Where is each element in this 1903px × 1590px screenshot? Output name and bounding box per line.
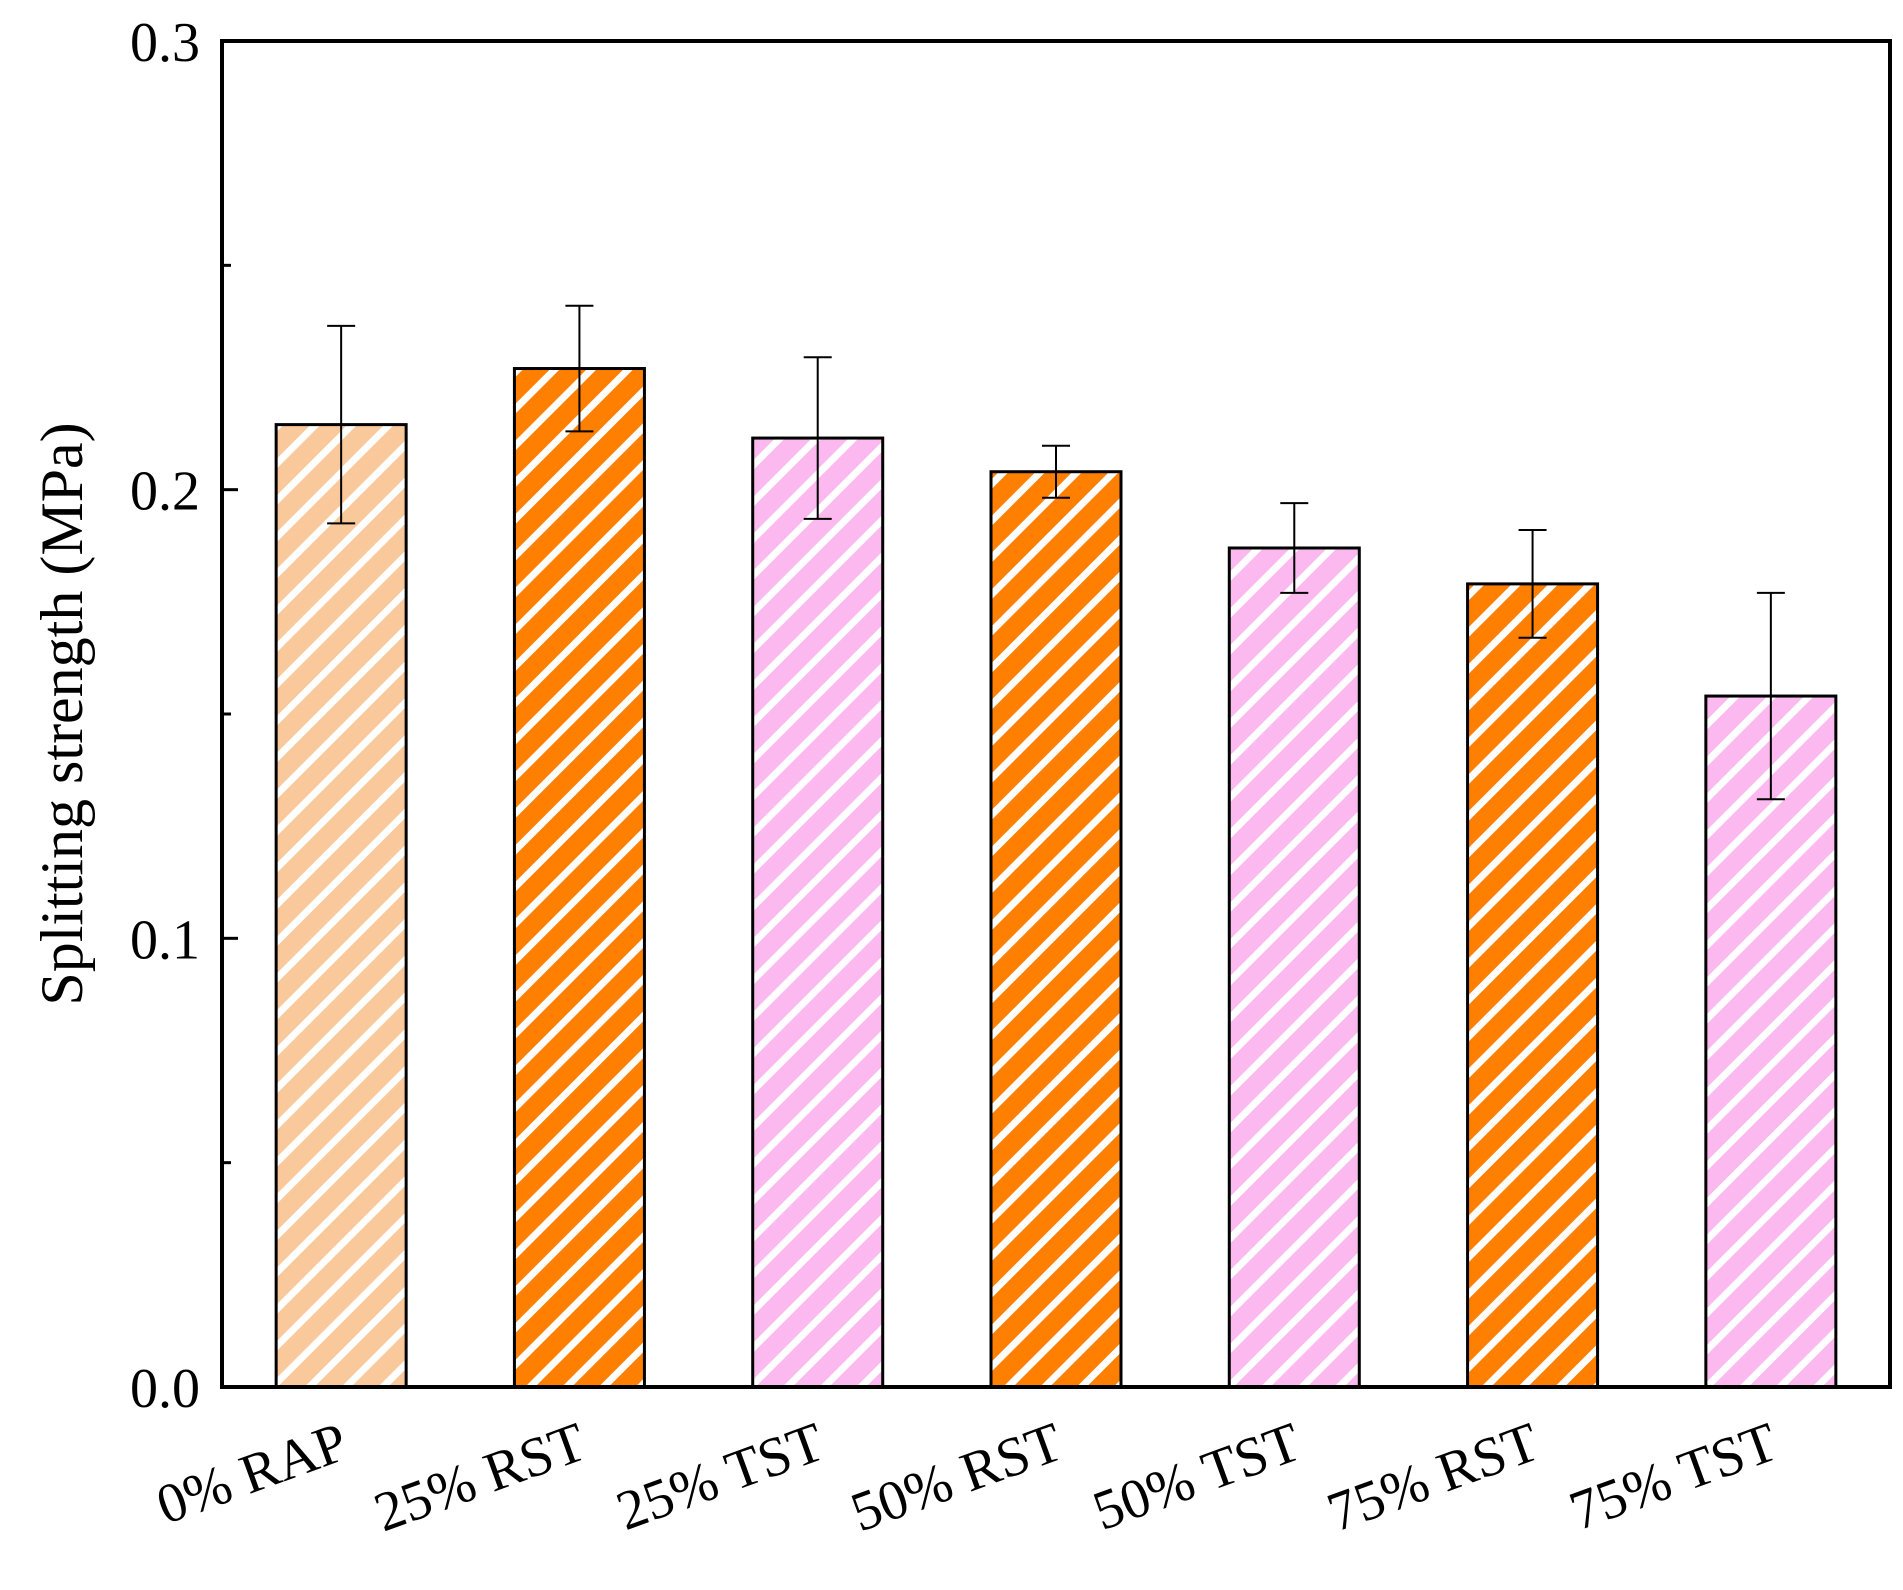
y-axis-title: Splitting strength (MPa) — [29, 422, 95, 1005]
x-tick-label-2: 25% RST — [367, 1411, 594, 1544]
y-tick-label-1: 0.0 — [130, 1358, 200, 1420]
bar-6 — [1466, 582, 1600, 1389]
x-tick-label-4: 50% RST — [843, 1411, 1070, 1544]
y-tick-label-2: 0.1 — [130, 909, 200, 971]
bar-5 — [1227, 546, 1361, 1389]
y-tick-label-3: 0.2 — [130, 461, 200, 523]
error-bar-5 — [1280, 502, 1309, 594]
bar-4 — [989, 470, 1123, 1389]
error-bar-1 — [327, 324, 356, 525]
error-bar-7 — [1756, 591, 1785, 801]
x-tick-label-7: 75% TST — [1562, 1411, 1785, 1543]
x-tick-label-5: 50% TST — [1085, 1411, 1308, 1543]
x-axis: 0% RAP 25% RST 25% TST 50% RST 50% TST 75% RS… — [149, 1411, 1786, 1544]
bar-2 — [512, 367, 646, 1389]
error-bar-4 — [1042, 444, 1070, 499]
x-tick-label-6: 75% RST — [1320, 1411, 1547, 1544]
bar-1 — [274, 423, 408, 1389]
bars-group — [274, 367, 1838, 1389]
bar-3 — [751, 436, 885, 1389]
error-bar-3 — [803, 356, 832, 520]
error-bars-group — [327, 304, 1785, 801]
error-bar-6 — [1518, 529, 1547, 639]
error-bar-2 — [565, 304, 594, 433]
y-tick-label-4: 0.3 — [130, 12, 200, 74]
x-tick-label-1: 0% RAP — [149, 1411, 356, 1537]
y-axis: 0.0 0.1 0.2 0.3 — [130, 12, 238, 1420]
x-tick-label-3: 25% TST — [609, 1411, 832, 1543]
bar-7 — [1704, 694, 1838, 1389]
